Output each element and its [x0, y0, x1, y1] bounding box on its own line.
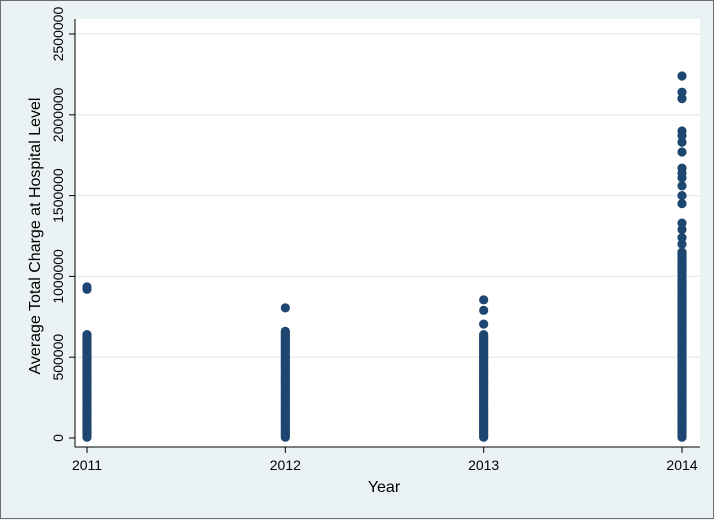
y-tick-label-2000000: 2000000 — [50, 87, 66, 142]
data-point-2014 — [677, 87, 687, 97]
data-point-2014 — [677, 71, 687, 81]
y-tick-label-1500000: 1500000 — [50, 168, 66, 223]
y-tick-label-0: 0 — [50, 434, 66, 442]
data-point-2014 — [677, 163, 687, 173]
y-axis-title: Average Total Charge at Hospital Level — [27, 98, 44, 375]
data-point-2014 — [677, 247, 687, 257]
x-tick-label-2013: 2013 — [468, 457, 499, 473]
data-point-2014 — [677, 94, 687, 104]
y-tick-label-2500000: 2500000 — [50, 7, 66, 62]
data-point-2013 — [479, 319, 489, 329]
data-point-2014 — [677, 218, 687, 228]
data-point-2014 — [677, 126, 687, 136]
data-point-2012 — [280, 326, 290, 336]
y-tick-label-500000: 500000 — [50, 334, 66, 381]
data-point-2014 — [677, 239, 687, 249]
data-point-2013 — [479, 305, 489, 315]
x-tick-label-2011: 2011 — [72, 457, 102, 473]
x-tick-label-2014: 2014 — [666, 457, 697, 473]
data-point-2012 — [280, 303, 290, 313]
data-points — [82, 71, 687, 442]
data-point-2013 — [479, 295, 489, 305]
data-point-2014 — [677, 199, 687, 209]
x-axis-ticks: 2011 2012 2013 2014 — [72, 447, 698, 473]
data-point-2014 — [677, 147, 687, 157]
data-point-2014 — [677, 191, 687, 201]
gridlines — [75, 33, 700, 358]
y-tick-label-1000000: 1000000 — [50, 249, 66, 304]
data-point-2014 — [677, 137, 687, 147]
data-point-2011 — [82, 329, 92, 340]
data-point-2014 — [677, 224, 687, 235]
data-point-2011 — [82, 282, 92, 292]
plot-area — [75, 19, 700, 447]
data-point-2013 — [479, 329, 489, 340]
data-point-2014 — [677, 181, 687, 191]
x-axis-title: Year — [368, 479, 401, 496]
x-tick-label-2012: 2012 — [270, 457, 301, 473]
y-axis-ticks: 0 500000 1000000 1500000 2000000 2500000 — [50, 7, 75, 442]
data-point-2014 — [677, 233, 687, 243]
